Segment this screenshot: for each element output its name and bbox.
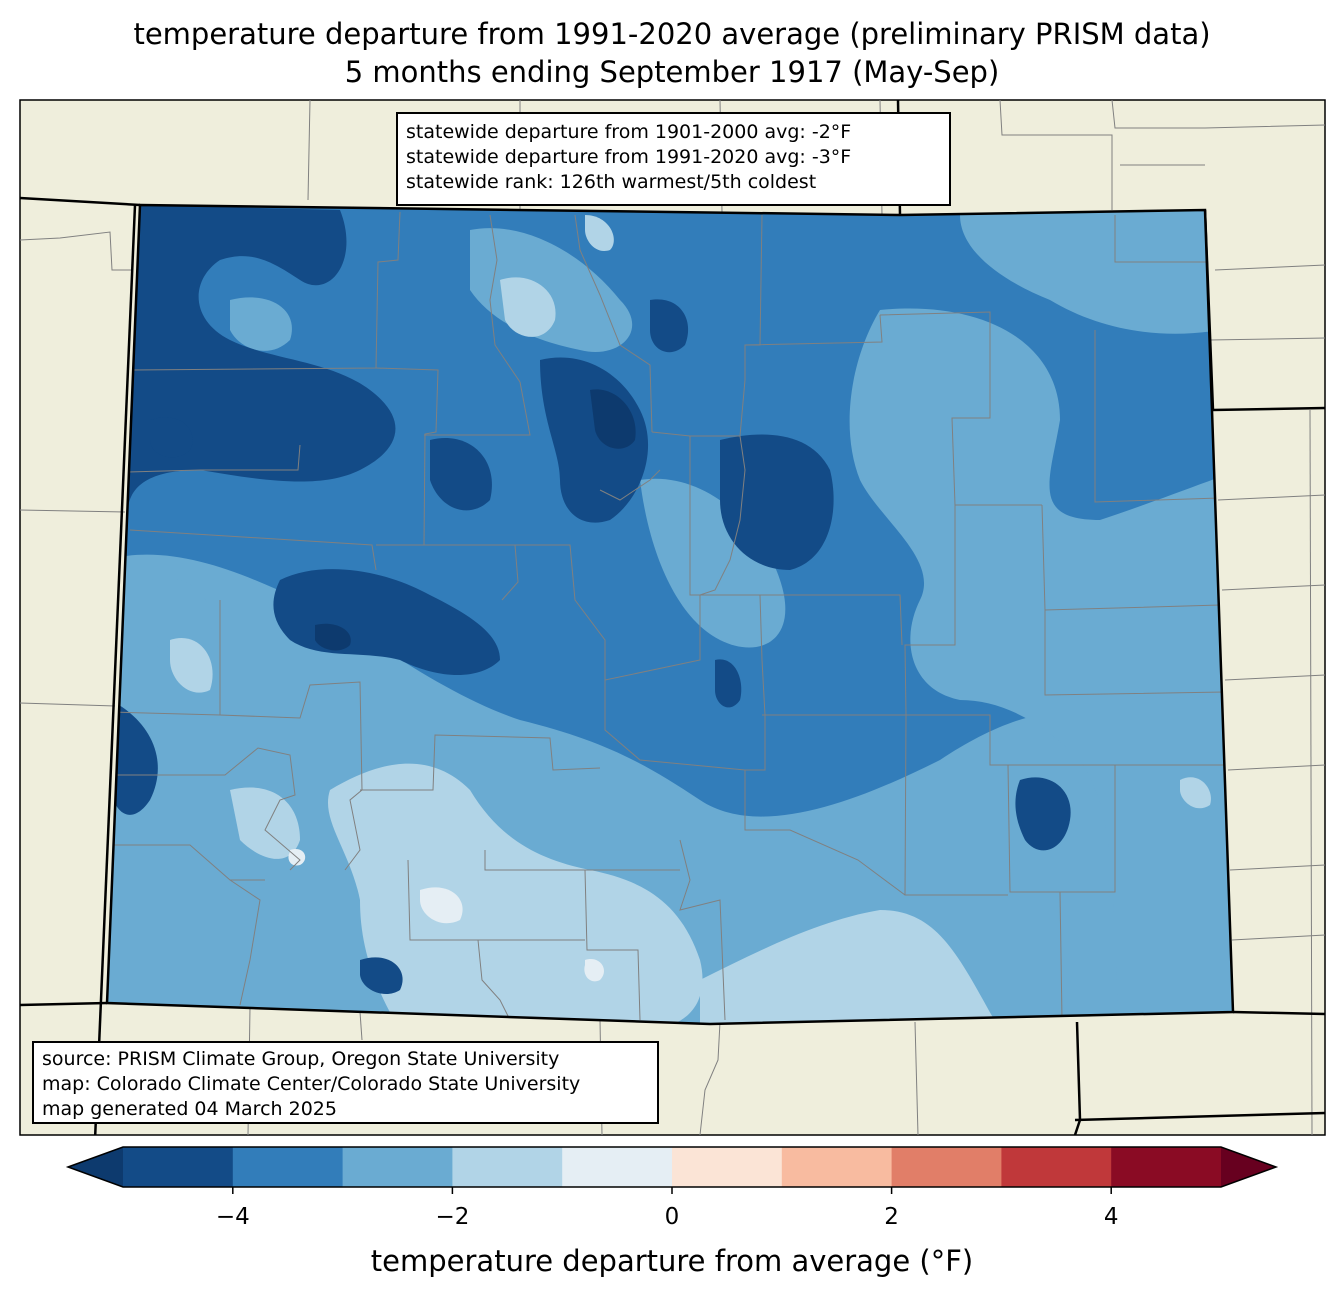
source-line: source: PRISM Climate Group, Oregon Stat…	[42, 1048, 560, 1070]
colorbar-tick-label: −4	[215, 1204, 250, 1230]
colorbar-tick-label: 0	[664, 1204, 680, 1230]
county-lines	[109, 211, 1226, 1021]
colorbar-tick-label: 4	[1103, 1204, 1119, 1230]
map-credit-line: map: Colorado Climate Center/Colorado St…	[42, 1073, 581, 1095]
temperature-field	[107, 205, 1233, 1024]
colorbar-segment	[1001, 1147, 1112, 1187]
colorbar-segment	[342, 1147, 453, 1187]
colorbar-segment	[1111, 1147, 1222, 1187]
colorbar-segment	[562, 1147, 673, 1187]
colorbar-extend-low	[68, 1147, 123, 1187]
colorbar-label: temperature departure from average (°F)	[370, 1244, 974, 1278]
colorbar-tick-label: −2	[435, 1204, 470, 1230]
stat-departure-1901-2000: statewide departure from 1901-2000 avg: …	[406, 121, 852, 143]
source-box: source: PRISM Climate Group, Oregon Stat…	[32, 1041, 659, 1124]
colorbar-segment	[781, 1147, 893, 1187]
map-subtitle: 5 months ending September 1917 (May-Sep)	[344, 55, 1000, 89]
colorbar-segment	[452, 1147, 563, 1187]
statewide-stats-box: statewide departure from 1901-2000 avg: …	[396, 112, 951, 206]
map-title: temperature departure from 1991-2020 ave…	[133, 17, 1211, 51]
colorbar-segment	[672, 1147, 783, 1187]
colorbar-segment	[891, 1147, 1002, 1187]
stat-rank: statewide rank: 126th warmest/5th coldes…	[406, 171, 817, 193]
stat-departure-1991-2020: statewide departure from 1991-2020 avg: …	[406, 146, 852, 168]
generated-date-line: map generated 04 March 2025	[42, 1098, 337, 1120]
colorbar-tick-label: 2	[884, 1204, 899, 1230]
colorbar-segment	[232, 1147, 344, 1187]
colorbar-segment	[123, 1147, 234, 1187]
colorado-temperature-map	[19, 99, 1326, 1136]
colorado-border	[105, 203, 1235, 1026]
colorbar-extend-high	[1221, 1147, 1276, 1187]
